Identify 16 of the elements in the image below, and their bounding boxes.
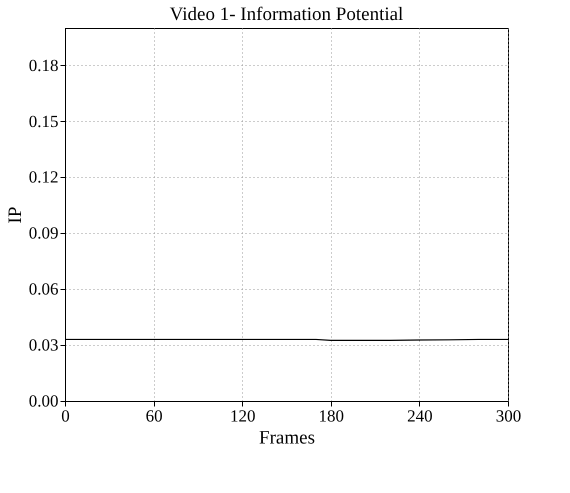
- x-tick-label: 180: [318, 406, 344, 426]
- y-tick-label: 0.18: [28, 56, 58, 75]
- x-axis-title: Frames: [259, 428, 315, 448]
- x-tick-label: 120: [230, 406, 256, 426]
- y-axis-title: IP: [4, 206, 26, 224]
- y-tick-label: 0.03: [28, 336, 58, 355]
- chart-title: Video 1- Information Potential: [170, 4, 404, 25]
- y-tick-label: 0.06: [28, 280, 58, 299]
- x-tick-label: 300: [496, 406, 522, 426]
- y-tick-label: 0.12: [28, 168, 58, 187]
- x-tick-label: 240: [407, 406, 433, 426]
- y-tick-label: 0.09: [28, 224, 58, 243]
- y-tick-label: 0.15: [28, 112, 58, 131]
- x-tick-label: 0: [61, 406, 70, 426]
- x-tick-label: 60: [146, 406, 163, 426]
- y-tick-label: 0.00: [28, 392, 58, 410]
